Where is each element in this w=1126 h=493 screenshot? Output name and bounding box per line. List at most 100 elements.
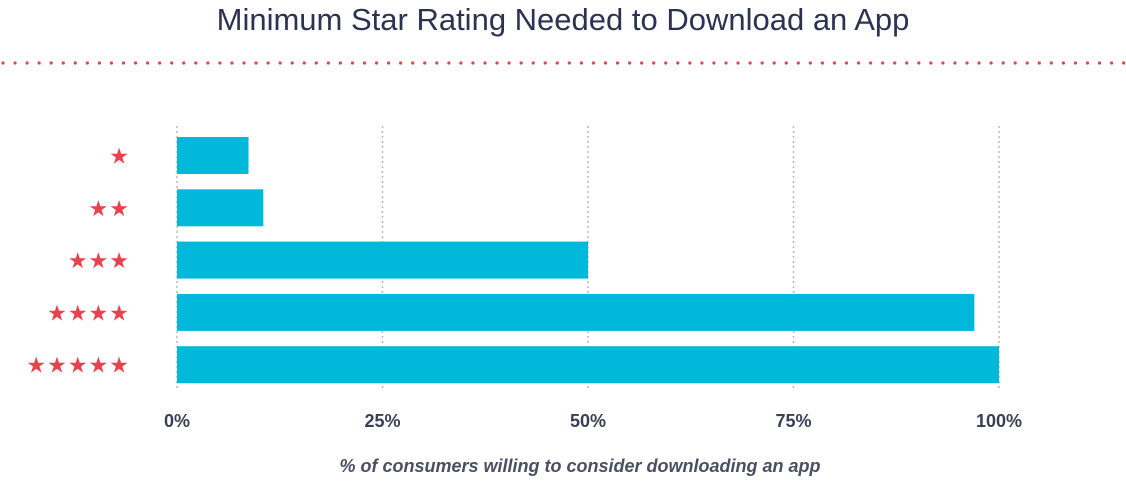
divider-dot xyxy=(387,61,391,65)
divider-dot xyxy=(784,61,788,65)
divider-dot xyxy=(182,61,186,65)
divider-dot xyxy=(146,61,150,65)
chart-title: Minimum Star Rating Needed to Download a… xyxy=(216,2,910,37)
divider-dot xyxy=(832,61,837,65)
divider-dot xyxy=(1061,61,1065,65)
divider-dot xyxy=(158,61,162,65)
divider-dot xyxy=(543,61,547,65)
divider-dot xyxy=(1025,61,1029,65)
x-tick-label: 0% xyxy=(164,411,190,431)
title-divider xyxy=(1,61,1126,65)
divider-dot xyxy=(230,61,234,65)
divider-dot xyxy=(772,61,776,65)
divider-dot xyxy=(796,61,800,65)
divider-dot xyxy=(917,61,921,65)
divider-dot xyxy=(1049,61,1053,65)
x-tick-label: 25% xyxy=(364,411,400,431)
divider-dot xyxy=(133,61,138,65)
star-rating-label: ★ xyxy=(109,145,130,170)
divider-dot xyxy=(1073,61,1078,65)
divider-dot xyxy=(218,61,222,65)
divider-dot xyxy=(13,61,17,65)
divider-dot xyxy=(85,61,89,65)
divider-dot xyxy=(242,61,246,65)
divider-dot xyxy=(929,61,933,65)
divider-dot xyxy=(326,61,330,65)
divider-dot xyxy=(447,61,451,65)
divider-dot xyxy=(350,61,355,65)
divider-dot xyxy=(808,61,812,65)
divider-dot xyxy=(953,61,957,65)
bar xyxy=(177,189,264,227)
star-rating-label: ★★★ xyxy=(68,249,130,274)
divider-dot xyxy=(1001,61,1005,65)
star-rating-label: ★★★★ xyxy=(47,301,130,326)
divider-dot xyxy=(170,61,174,65)
divider-dot xyxy=(760,61,764,65)
divider-dot xyxy=(435,61,439,65)
x-tick-label: 75% xyxy=(775,411,811,431)
divider-dot xyxy=(688,61,692,65)
divider-dot xyxy=(411,61,415,65)
divider-dot xyxy=(640,61,644,65)
divider-dot xyxy=(73,61,77,65)
divider-dot xyxy=(314,61,318,65)
divider-dot xyxy=(495,61,499,65)
divider-dot xyxy=(736,61,740,65)
divider-dot xyxy=(483,61,487,65)
divider-dot xyxy=(676,61,680,65)
divider-dot xyxy=(423,61,427,65)
divider-dot xyxy=(1110,61,1114,65)
divider-dot xyxy=(1085,61,1090,65)
divider-dot xyxy=(869,61,873,65)
divider-dot xyxy=(664,61,668,65)
bar xyxy=(177,346,999,384)
divider-dot xyxy=(266,61,270,65)
divider-dot xyxy=(712,61,716,65)
divider-dot xyxy=(748,61,752,65)
divider-dot xyxy=(615,61,620,65)
star-rating-label: ★★ xyxy=(89,197,130,222)
divider-dot xyxy=(374,61,379,65)
divider-dot xyxy=(1,61,5,65)
divider-dot xyxy=(61,61,65,65)
divider-dot xyxy=(254,61,258,65)
divider-dot xyxy=(977,61,981,65)
divider-dot xyxy=(1122,61,1126,65)
divider-dot xyxy=(1013,61,1017,65)
divider-dot xyxy=(194,61,198,65)
divider-dot xyxy=(338,61,342,65)
divider-dot xyxy=(37,61,41,65)
divider-dot xyxy=(507,61,511,65)
divider-dot xyxy=(459,61,463,65)
divider-dot xyxy=(97,61,101,65)
divider-dot xyxy=(555,61,559,65)
divider-dot xyxy=(519,61,523,65)
bar xyxy=(177,293,975,331)
star-rating-label: ★★★★★ xyxy=(26,354,130,379)
divider-dot xyxy=(628,61,632,65)
divider-dot xyxy=(591,61,596,65)
divider-dot xyxy=(121,61,126,65)
divider-dot xyxy=(1037,61,1041,65)
divider-dot xyxy=(989,61,993,65)
bar xyxy=(177,241,588,279)
divider-dot xyxy=(652,61,656,65)
divider-dot xyxy=(881,61,885,65)
divider-dot xyxy=(941,61,945,65)
divider-dot xyxy=(820,61,825,65)
divider-dot xyxy=(206,61,210,65)
divider-dot xyxy=(49,61,53,65)
divider-dot xyxy=(893,61,897,65)
divider-dot xyxy=(603,61,608,65)
divider-dot xyxy=(531,61,535,65)
divider-dot xyxy=(362,61,367,65)
divider-dot xyxy=(399,61,403,65)
divider-dot xyxy=(1097,61,1102,65)
bar xyxy=(177,137,249,174)
x-tick-label: 100% xyxy=(976,411,1022,431)
x-tick-label: 50% xyxy=(570,411,606,431)
divider-dot xyxy=(700,61,704,65)
divider-dot xyxy=(579,61,584,65)
